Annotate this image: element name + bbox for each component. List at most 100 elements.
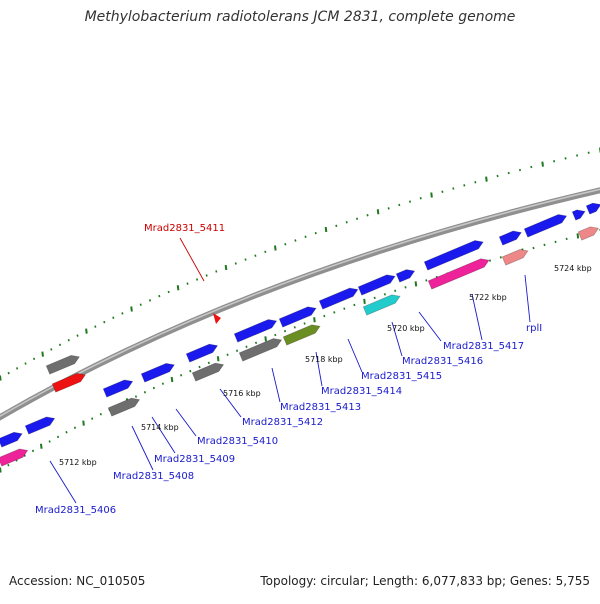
gene-label-mrad2831-5406[interactable]: Mrad2831_5406: [35, 505, 116, 516]
scale-label-5714: 5714 kbp: [141, 423, 179, 432]
gene-arrow: [501, 249, 529, 266]
gene-label-rpli[interactable]: rplI: [526, 323, 542, 334]
leader-line: [391, 321, 403, 357]
inner-tick: [143, 391, 146, 394]
inner-tick: [161, 382, 164, 385]
outer-tick: [58, 343, 62, 347]
outer-tick: [356, 217, 359, 220]
gene-arrow: [362, 294, 401, 316]
outer-tick: [33, 357, 36, 361]
outer-tick: [205, 274, 208, 277]
inner-tick: [82, 420, 85, 426]
outer-tick: [254, 254, 257, 257]
inner-tick: [363, 298, 366, 305]
inner-tick: [245, 345, 248, 348]
inner-tick: [565, 237, 568, 241]
gene-arrow: [571, 209, 586, 221]
gene-label-mrad2831-5411[interactable]: Mrad2831_5411: [144, 223, 225, 234]
outer-tick: [398, 203, 401, 207]
outer-tick: [94, 325, 97, 328]
outer-tick: [112, 316, 115, 319]
outer-tick: [41, 351, 44, 357]
outer-tick: [274, 245, 277, 251]
outer-tick: [0, 375, 2, 381]
inner-tick: [152, 386, 155, 390]
inner-tick: [488, 259, 492, 262]
outer-tick: [85, 328, 88, 334]
gene-label-mrad2831-5413[interactable]: Mrad2831_5413: [280, 402, 361, 413]
outer-tick: [485, 176, 488, 182]
inner-tick: [414, 281, 418, 287]
inner-tick: [235, 349, 239, 352]
outer-tick: [24, 362, 27, 365]
inner-tick: [394, 289, 397, 293]
outer-tick: [103, 320, 106, 324]
outer-tick-marks: [0, 147, 600, 381]
gene-arrow: [278, 306, 317, 328]
outer-tick: [496, 174, 499, 178]
gene-arrow: [523, 214, 568, 238]
inner-tick: [313, 317, 316, 323]
outer-tick: [176, 285, 180, 291]
inner-tick: [404, 286, 407, 289]
outer-tick: [474, 180, 477, 184]
inner-tick: [226, 353, 229, 356]
gene-label-mrad2831-5417[interactable]: Mrad2831_5417: [443, 341, 524, 352]
outer-tick: [215, 270, 218, 273]
outer-tick: [294, 239, 297, 242]
outer-tick: [553, 159, 556, 163]
inner-tick: [180, 374, 183, 377]
gene-arrow: [577, 226, 600, 241]
inner-tick: [264, 336, 267, 342]
gene-label-mrad2831-5415[interactable]: Mrad2831_5415: [361, 371, 442, 382]
outer-tick: [158, 294, 161, 298]
leader-line: [219, 388, 242, 418]
outer-tick: [186, 282, 189, 285]
leader-line: [151, 416, 176, 454]
scale-label-5718: 5718 kbp: [305, 355, 343, 364]
scale-label-5722: 5722 kbp: [469, 293, 507, 302]
gene-label-mrad2831-5412[interactable]: Mrad2831_5412: [242, 417, 323, 428]
page-title: Methylobacterium radiotolerans JCM 2831,…: [84, 9, 516, 25]
gene-arrow: [498, 230, 522, 246]
outer-tick: [345, 221, 348, 224]
outer-tick: [507, 171, 510, 175]
gene-arrow: [0, 431, 23, 448]
outer-tick: [314, 231, 317, 235]
gene-arrow: [585, 202, 600, 215]
outer-tick: [541, 161, 544, 167]
outer-tick: [130, 306, 133, 312]
leader-line: [471, 293, 483, 341]
outer-tick: [324, 226, 328, 233]
leader-line: [347, 338, 363, 373]
leader-line: [524, 274, 531, 323]
gene-label-mrad2831-5416[interactable]: Mrad2831_5416: [402, 356, 483, 367]
inner-tick: [207, 361, 210, 365]
gene-arrow-small: [213, 313, 221, 324]
gene-label-mrad2831-5414[interactable]: Mrad2831_5414: [321, 386, 402, 397]
gene-arrow: [395, 269, 416, 283]
outer-tick: [284, 242, 287, 246]
leader-line: [315, 351, 323, 387]
inner-tick: [293, 326, 296, 329]
leader-line: [271, 367, 281, 403]
inner-tick: [333, 311, 336, 314]
inner-tick: [532, 246, 535, 250]
outer-tick: [196, 278, 199, 281]
inner-tick: [0, 467, 2, 473]
inner-tick: [23, 454, 26, 457]
inner-tick: [73, 426, 77, 429]
outer-tick: [7, 371, 10, 375]
gene-arrow: [238, 338, 283, 362]
outer-tick: [576, 154, 579, 157]
inner-tick: [283, 329, 287, 333]
inner-tick: [39, 443, 43, 449]
gene-arrow: [423, 240, 484, 271]
inner-tick: [170, 376, 174, 383]
inner-tick: [65, 431, 68, 434]
gene-label-mrad2831-5408[interactable]: Mrad2831_5408: [113, 471, 194, 482]
inner-tick: [499, 256, 502, 259]
inner-tick: [373, 296, 376, 300]
gene-label-mrad2831-5410[interactable]: Mrad2831_5410: [197, 436, 278, 447]
gene-label-mrad2831-5409[interactable]: Mrad2831_5409: [154, 454, 235, 465]
